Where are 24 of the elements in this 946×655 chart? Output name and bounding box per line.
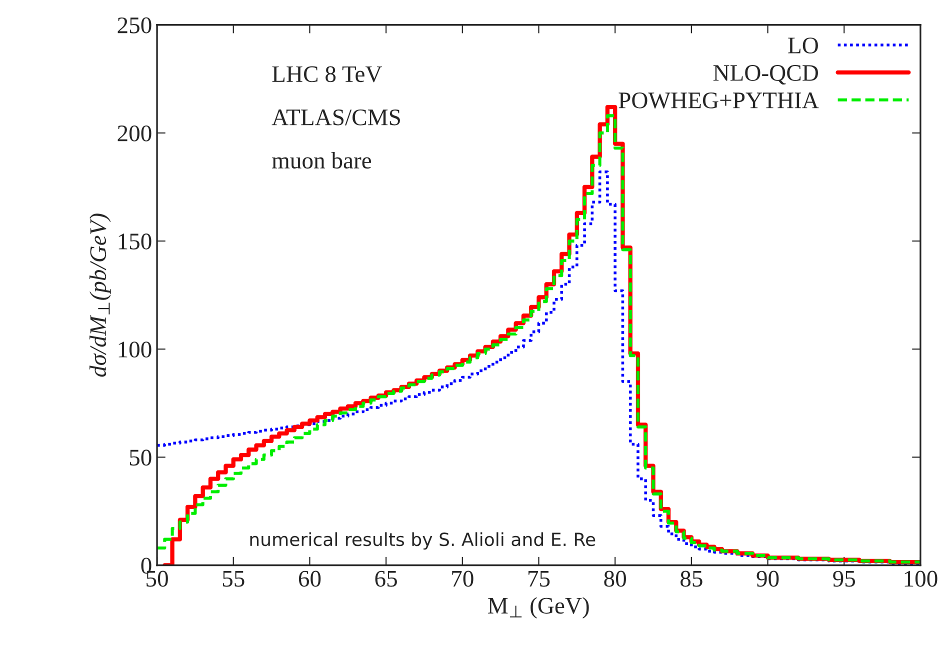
annotation: muon bare bbox=[272, 152, 372, 169]
legend-label: LO bbox=[788, 38, 818, 54]
y-tick-label: 150 bbox=[118, 234, 152, 250]
annotation: LHC 8 TeV bbox=[272, 66, 382, 82]
x-tick-label: 100 bbox=[904, 570, 938, 587]
y-tick-label: 100 bbox=[118, 342, 152, 358]
y-axis-title: dσ/dM$_{⊥}$(pb/GeV) bbox=[89, 214, 111, 377]
x-tick-label: 70 bbox=[452, 570, 474, 587]
x-axis-title: M$_{⊥}$ (GeV) bbox=[488, 597, 589, 619]
y-tick-label: 50 bbox=[130, 450, 152, 466]
y-tick-label: 250 bbox=[118, 17, 152, 34]
x-tick-label: 90 bbox=[756, 570, 779, 587]
x-tick-label: 60 bbox=[298, 570, 321, 587]
legend-label: POWHEG+PYTHIA bbox=[618, 92, 819, 108]
x-tick-label: 85 bbox=[680, 570, 702, 587]
x-tick-label: 65 bbox=[375, 570, 397, 587]
x-tick-label: 80 bbox=[604, 570, 626, 587]
annotation: ATLAS/CMS bbox=[272, 110, 400, 126]
x-tick-label: 95 bbox=[833, 570, 855, 587]
x-tick-label: 75 bbox=[528, 571, 550, 587]
annotation: numerical results by S. Alioli and E. Re bbox=[250, 532, 596, 550]
y-tick-label: 200 bbox=[118, 125, 152, 142]
x-tick-label: 55 bbox=[222, 571, 244, 587]
legend-label: NLO-QCD bbox=[713, 65, 818, 85]
